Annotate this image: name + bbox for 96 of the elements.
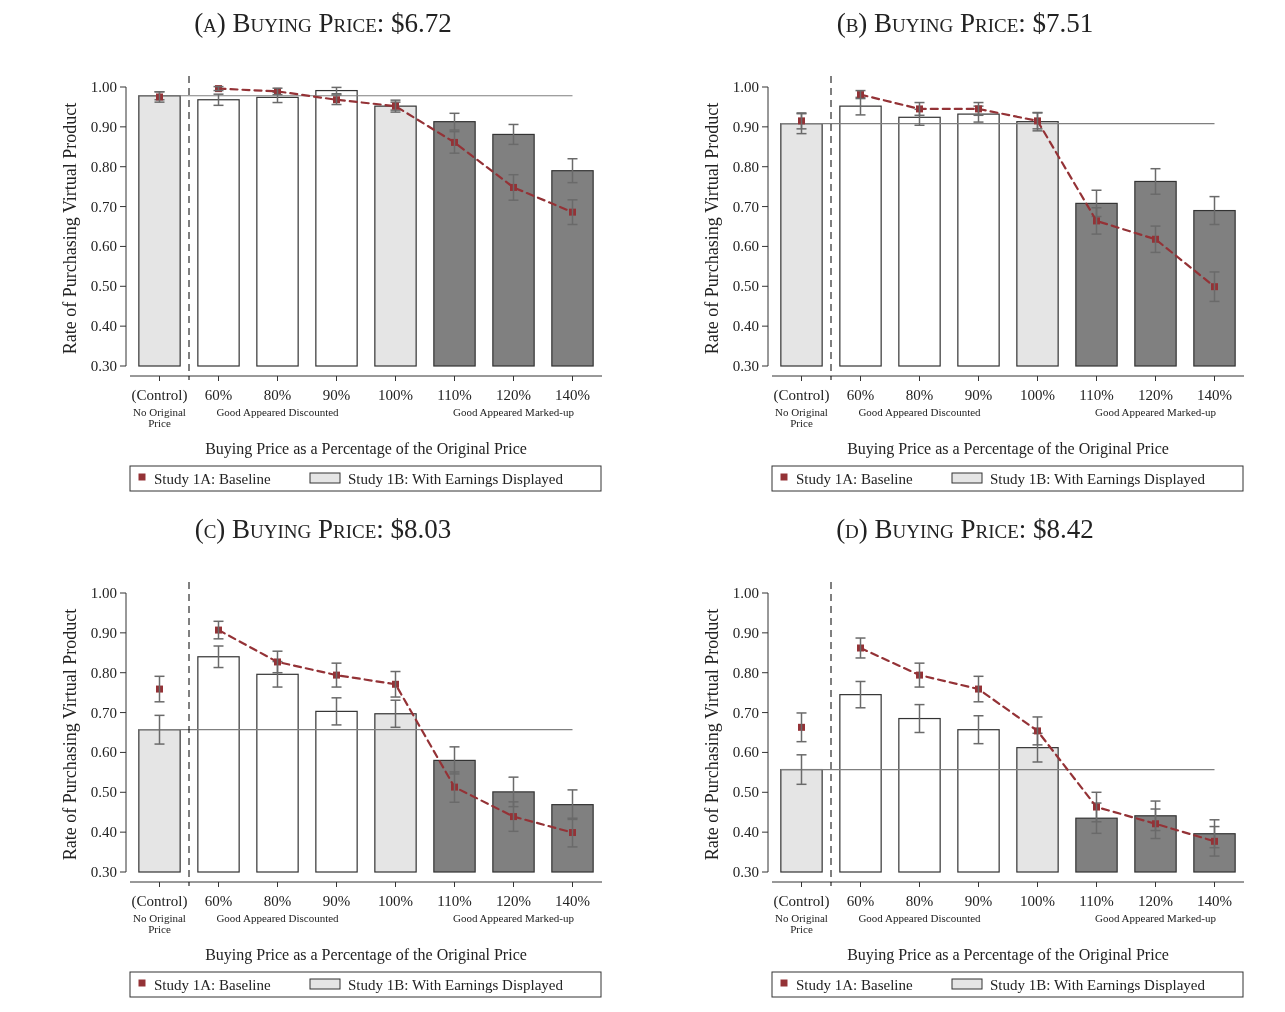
text: Good Appeared Discounted bbox=[216, 406, 340, 418]
y-tick-label: 0.30 bbox=[732, 864, 759, 880]
y-tick-label: 0.50 bbox=[732, 784, 759, 801]
x-tick-label: 110% bbox=[1079, 893, 1114, 909]
x-tick-label: 120% bbox=[1138, 893, 1173, 909]
text: Good Appeared Discounted bbox=[858, 406, 982, 418]
y-tick-label: 0.30 bbox=[90, 358, 117, 374]
x-tick-label: 90% bbox=[964, 893, 993, 909]
text: No Original Price bbox=[133, 912, 186, 935]
x-tick-label: 120% bbox=[496, 893, 531, 909]
y-tick-label: 0.50 bbox=[90, 278, 117, 295]
legend-label: Study 1B: With Earnings Displayed bbox=[990, 977, 1206, 993]
x-tick-label: 140% bbox=[1197, 893, 1232, 909]
y-axis-title: Rate of Purchasing Virtual Product bbox=[702, 102, 722, 355]
x-axis-title: Buying Price as a Percentage of the Original Price bbox=[205, 440, 527, 458]
legend-label: Study 1A: Baseline bbox=[796, 471, 913, 487]
x-tick-label: 110% bbox=[437, 893, 472, 909]
x-tick-label: 110% bbox=[437, 387, 472, 403]
chart-title: (d) Buying Price: $8.42 bbox=[836, 514, 1094, 544]
y-tick-label: 1.00 bbox=[732, 585, 759, 601]
x-tick-label: 120% bbox=[1138, 387, 1173, 403]
y-tick-label: 0.40 bbox=[90, 318, 117, 335]
x-tick-label: 120% bbox=[496, 387, 531, 403]
y-tick-label: 0.60 bbox=[732, 744, 759, 761]
y-axis-title: Rate of Purchasing Virtual Product bbox=[702, 608, 722, 861]
y-tick-label: 0.70 bbox=[732, 198, 759, 215]
legend-label: Study 1A: Baseline bbox=[154, 977, 271, 993]
x-tick-label: (Control) bbox=[131, 893, 188, 910]
y-tick-label: 0.70 bbox=[732, 704, 759, 721]
legend-label: Study 1A: Baseline bbox=[154, 471, 271, 487]
x-tick-label: 100% bbox=[378, 893, 413, 909]
legend-label: Study 1B: With Earnings Displayed bbox=[348, 471, 564, 487]
y-tick-label: 0.30 bbox=[732, 358, 759, 374]
y-tick-label: 0.90 bbox=[90, 624, 117, 641]
y-tick-label: 0.30 bbox=[90, 864, 117, 880]
y-tick-label: 0.80 bbox=[732, 664, 759, 681]
x-tick-label: 140% bbox=[555, 893, 590, 909]
y-tick-label: 0.70 bbox=[90, 704, 117, 721]
chart-title: (a) Buying Price: $6.72 bbox=[194, 8, 452, 38]
x-tick-label: 80% bbox=[905, 893, 934, 909]
text: Good Appeared Marked-up bbox=[1095, 406, 1217, 418]
legend-label: Study 1B: With Earnings Displayed bbox=[348, 977, 564, 993]
y-tick-label: 0.60 bbox=[90, 744, 117, 761]
x-tick-label: 60% bbox=[204, 893, 233, 909]
y-tick-label: 0.40 bbox=[732, 318, 759, 335]
text: Good Appeared Marked-up bbox=[1095, 912, 1217, 924]
x-axis-title: Buying Price as a Percentage of the Original Price bbox=[847, 946, 1169, 964]
y-tick-label: 0.60 bbox=[732, 238, 759, 255]
y-tick-label: 0.90 bbox=[732, 624, 759, 641]
text: Good Appeared Marked-up bbox=[453, 406, 575, 418]
x-axis-title: Buying Price as a Percentage of the Original Price bbox=[847, 440, 1169, 458]
chart-title: (b) Buying Price: $7.51 bbox=[836, 8, 1094, 38]
y-tick-label: 0.70 bbox=[90, 198, 117, 215]
text: No Original Price bbox=[775, 912, 828, 935]
y-tick-label: 0.80 bbox=[732, 158, 759, 175]
x-tick-label: 80% bbox=[263, 387, 292, 403]
y-tick-label: 1.00 bbox=[732, 79, 759, 95]
x-tick-label: (Control) bbox=[773, 387, 830, 404]
x-tick-label: 140% bbox=[555, 387, 590, 403]
y-axis-title: Rate of Purchasing Virtual Product bbox=[60, 608, 80, 861]
y-tick-label: 0.50 bbox=[732, 278, 759, 295]
y-tick-label: 0.40 bbox=[732, 824, 759, 841]
x-tick-label: 100% bbox=[1020, 387, 1055, 403]
y-tick-label: 0.80 bbox=[90, 158, 117, 175]
y-tick-label: 1.00 bbox=[90, 585, 117, 601]
x-tick-label: (Control) bbox=[773, 893, 830, 910]
text: Good Appeared Discounted bbox=[216, 912, 340, 924]
x-tick-label: 60% bbox=[846, 387, 875, 403]
chart-title: (c) Buying Price: $8.03 bbox=[194, 514, 452, 544]
x-tick-label: 80% bbox=[905, 387, 934, 403]
x-tick-label: 90% bbox=[322, 387, 351, 403]
x-tick-label: 80% bbox=[263, 893, 292, 909]
x-tick-label: 100% bbox=[378, 387, 413, 403]
x-tick-label: 60% bbox=[846, 893, 875, 909]
x-tick-label: (Control) bbox=[131, 387, 188, 404]
y-tick-label: 0.50 bbox=[90, 784, 117, 801]
y-axis-title: Rate of Purchasing Virtual Product bbox=[60, 102, 80, 355]
legend-label: Study 1B: With Earnings Displayed bbox=[990, 471, 1206, 487]
y-tick-label: 0.80 bbox=[90, 664, 117, 681]
x-tick-label: 60% bbox=[204, 387, 233, 403]
x-axis-title: Buying Price as a Percentage of the Original Price bbox=[205, 946, 527, 964]
y-tick-label: 0.60 bbox=[90, 238, 117, 255]
y-tick-label: 1.00 bbox=[90, 79, 117, 95]
y-tick-label: 0.90 bbox=[732, 118, 759, 135]
text: No Original Price bbox=[775, 406, 828, 429]
x-tick-label: 100% bbox=[1020, 893, 1055, 909]
text: No Original Price bbox=[133, 406, 186, 429]
x-tick-label: 110% bbox=[1079, 387, 1114, 403]
x-tick-label: 90% bbox=[322, 893, 351, 909]
x-tick-label: 140% bbox=[1197, 387, 1232, 403]
legend-label: Study 1A: Baseline bbox=[796, 977, 913, 993]
text: Good Appeared Marked-up bbox=[453, 912, 575, 924]
x-tick-label: 90% bbox=[964, 387, 993, 403]
text: Good Appeared Discounted bbox=[858, 912, 982, 924]
y-tick-label: 0.40 bbox=[90, 824, 117, 841]
y-tick-label: 0.90 bbox=[90, 118, 117, 135]
